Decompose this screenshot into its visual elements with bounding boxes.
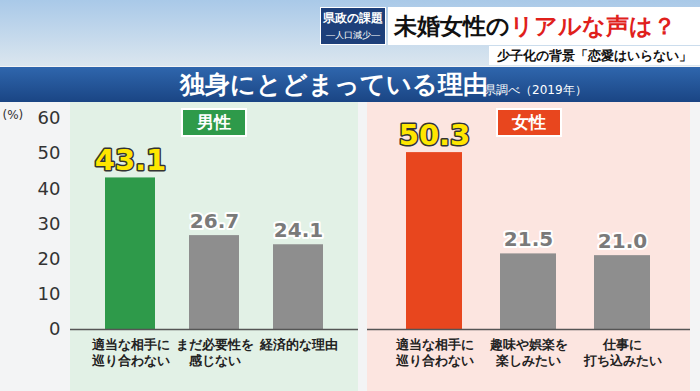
svg-text:まだ必要性を感じない: まだ必要性を感じない [176,337,254,368]
svg-text:0: 0 [49,318,60,339]
html-text:女性: 女性 [511,112,546,132]
svg-text:24.1: 24.1 [274,218,323,242]
svg-text:30: 30 [38,213,61,234]
svg-text:60: 60 [38,107,61,128]
html-text:未婚女性のリアルな声は？: 未婚女性のリアルな声は？ [394,13,676,39]
html-text:県調べ（2019年）: 県調べ（2019年） [484,83,587,97]
html-text:県政の課題: 県政の課題 [323,11,383,25]
svg-text:適当な相手に巡り合わない: 適当な相手に巡り合わない [91,337,170,368]
html-text:男性: 男性 [197,112,231,132]
svg-text:経済的な理由: 経済的な理由 [259,337,338,352]
svg-text:43.1: 43.1 [95,143,167,177]
svg-text:40: 40 [38,178,61,199]
svg-text:20: 20 [38,248,61,269]
svg-text:50.3: 50.3 [399,118,471,152]
html-text:―人口減少―: ―人口減少― [326,30,380,40]
svg-text:仕事に打ち込みたい: 仕事に打ち込みたい [583,337,662,368]
svg-text:適当な相手に巡り合わない: 適当な相手に巡り合わない [395,337,474,368]
svg-text:10: 10 [38,283,61,304]
svg-text:50: 50 [38,142,61,163]
html-text:独身にとどまっている理由: 独身にとどまっている理由 [180,70,488,99]
svg-text:趣味や娯楽を楽しみたい: 趣味や娯楽を楽しみたい [489,337,568,368]
html-text:少子化の背景「恋愛はいらない」: 少子化の背景「恋愛はいらない」 [497,48,692,63]
svg-text:(%): (%) [3,108,24,122]
svg-text:21.0: 21.0 [598,229,647,253]
svg-text:21.5: 21.5 [504,227,553,251]
svg-text:26.7: 26.7 [190,209,239,233]
